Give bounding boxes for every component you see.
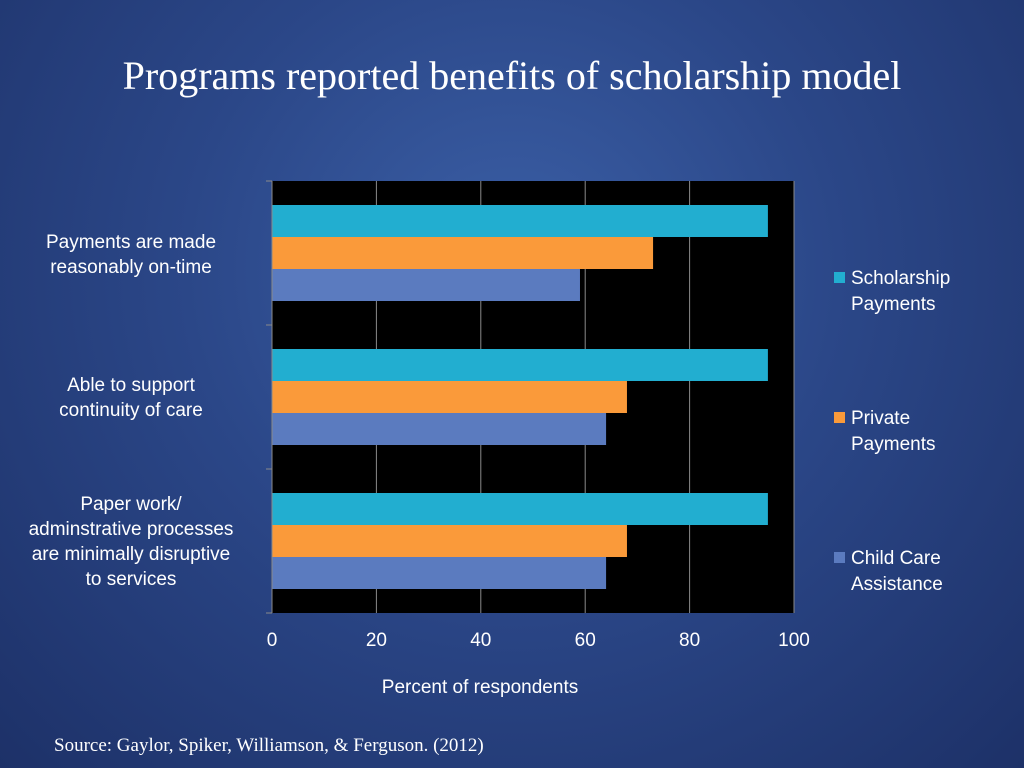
bar-cat0-series0 [272, 205, 768, 237]
category-label-on-time: Payments are made reasonably on-time [45, 232, 217, 278]
x-tick-label-60: 60 [575, 630, 596, 651]
x-tick-label-80: 80 [679, 630, 700, 651]
bar-cat2-series0 [272, 493, 768, 525]
legend-item-scholarship: Scholarship Payments [834, 266, 1014, 406]
legend: Scholarship Payments Private Payments Ch… [834, 266, 1014, 686]
bar-cat2-series2 [272, 557, 607, 589]
source-citation: Source: Gaylor, Spiker, Williamson, & Fe… [54, 735, 484, 756]
x-tick-label-20: 20 [366, 630, 387, 651]
bar-cat1-series2 [272, 413, 607, 445]
axes [266, 180, 273, 614]
legend-label-private: Private Payments [851, 408, 936, 455]
category-label-continuity: Able to support continuity of care [59, 375, 203, 421]
bar-cat0-series1 [272, 237, 654, 269]
bars [272, 205, 768, 589]
x-tick-label-40: 40 [470, 630, 491, 651]
legend-item-child-care: Child Care Assistance [834, 546, 1014, 686]
x-tick-labels: 0 20 40 60 80 100 [267, 630, 810, 651]
x-tick-label-100: 100 [778, 630, 810, 651]
legend-swatch-child-care [834, 552, 845, 563]
legend-swatch-private [834, 412, 845, 423]
legend-label-child-care: Child Care Assistance [851, 548, 943, 595]
bar-cat0-series2 [272, 269, 580, 301]
slide-title: Programs reported benefits of scholarshi… [122, 53, 902, 98]
bar-cat1-series0 [272, 349, 768, 381]
bar-cat2-series1 [272, 525, 627, 557]
legend-item-private: Private Payments [834, 406, 1014, 546]
legend-swatch-scholarship [834, 272, 845, 283]
category-label-paperwork: Paper work/ adminstrative processes are … [28, 494, 234, 590]
legend-label-scholarship: Scholarship Payments [851, 268, 951, 315]
x-axis-title: Percent of respondents [381, 677, 579, 698]
x-tick-label-0: 0 [267, 630, 278, 651]
bar-cat1-series1 [272, 381, 627, 413]
